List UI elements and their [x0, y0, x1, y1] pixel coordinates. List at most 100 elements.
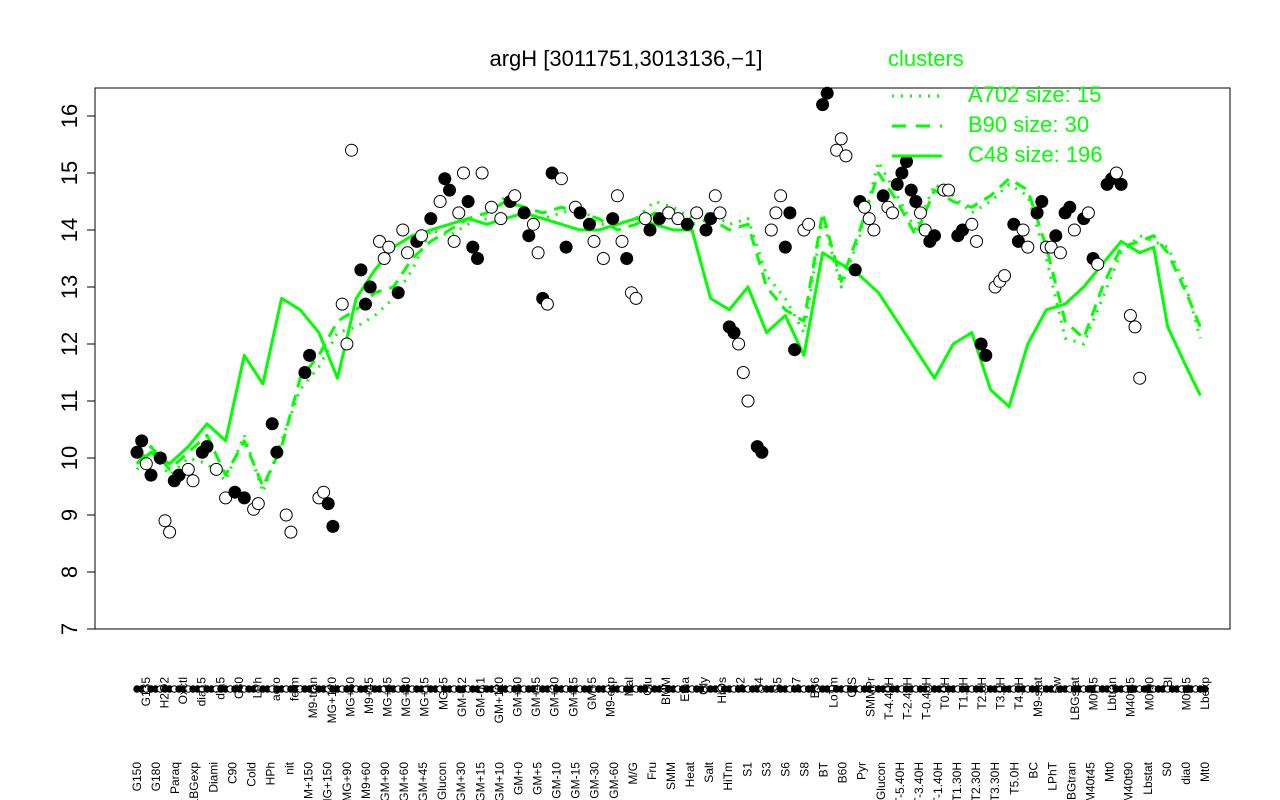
legend: clusters A702 size: 15 B90 size: 30 C48 … [888, 46, 1103, 167]
data-point [461, 195, 475, 208]
data-point [979, 348, 993, 362]
x-tick-label: GM+150 [302, 762, 316, 800]
x-tick-label: Bl [1161, 677, 1175, 688]
y-tick-label: 9 [57, 509, 82, 521]
data-point [942, 183, 955, 197]
x-tick-label: Fru [645, 762, 659, 780]
data-point [587, 234, 601, 248]
x-tick-label: MG+90 [340, 762, 354, 800]
x-tick-label: Heat [683, 761, 697, 787]
legend-entry-c48: C48 size: 196 [968, 142, 1103, 167]
data-point [181, 462, 195, 476]
x-tick-label: GM+0 [511, 762, 525, 795]
data-point [475, 166, 489, 180]
x-tick-label: T-0.40H [919, 677, 933, 720]
data-point [778, 240, 792, 254]
x-tick-label: S6 [778, 762, 792, 777]
data-point [279, 508, 293, 522]
data-point [209, 462, 223, 476]
x-axis-labels: G150 G180 Paraq LBGexp Diami C90 Cold HPh nit GM+… [130, 676, 1212, 800]
x-tick-label: H2O2 [158, 677, 172, 709]
x-tick-label: T2.30H [969, 762, 983, 800]
x-tick-label: GM-30 [588, 762, 602, 799]
data-point [662, 206, 676, 220]
x-tick-label: LBGexp [187, 762, 201, 800]
x-tick-label: nit [283, 761, 297, 774]
x-tick-label: MG+120 [325, 677, 339, 724]
x-tick-label: T3.0H [994, 677, 1008, 710]
data-point [321, 497, 335, 511]
data-point [438, 172, 452, 186]
x-tick-label: M40t90 [1122, 762, 1136, 800]
x-tick-label: Salt [702, 761, 716, 782]
y-tick-label: 7 [57, 623, 82, 635]
x-tick-label: G150 [130, 762, 144, 792]
data-point [526, 217, 540, 231]
data-point [741, 394, 755, 408]
data-point [732, 337, 746, 351]
x-tick-label: T0.0H [938, 677, 952, 710]
x-tick-label: BT [817, 761, 831, 777]
x-tick-label: GM+5 [531, 762, 545, 795]
data-point [736, 366, 750, 379]
data-point [172, 468, 186, 482]
x-tick-label: C30 [232, 677, 246, 699]
data-point [484, 200, 498, 214]
x-tick-label: GM-10 [550, 762, 564, 799]
data-point [1016, 223, 1030, 237]
data-point [354, 263, 368, 277]
x-tick-label: MG+150 [321, 762, 335, 800]
data-point [1067, 223, 1081, 237]
x-tick-label: dia15 [195, 677, 209, 707]
data-point [620, 252, 634, 265]
data-point [699, 223, 713, 237]
data-point [186, 474, 200, 488]
data-point [783, 206, 797, 220]
x-tick-label: Etha [678, 677, 692, 702]
x-tick-label: M0t45 [1179, 677, 1193, 711]
x-tick-label: MG+5 [436, 677, 450, 710]
x-tick-label: T-1.40H [931, 762, 945, 800]
data-point [130, 445, 144, 459]
x-tick-label: MG+60 [343, 677, 357, 717]
x-tick-label: Mt0 [1198, 762, 1212, 782]
data-point [265, 417, 279, 431]
data-point [340, 337, 354, 351]
data-point [494, 212, 508, 226]
x-tick-label: Glucon [874, 762, 888, 800]
data-point [788, 343, 802, 357]
x-tick-label: T1.0H [956, 677, 970, 710]
legend-entry-a702: A702 size: 15 [968, 82, 1101, 107]
x-tick-label: B36 [808, 677, 822, 699]
x-tick-label: GM+5 [585, 677, 599, 710]
x-tick-label: SMM [664, 762, 678, 790]
x-tick-label: LPh [250, 677, 264, 698]
x-tick-label: S8 [798, 762, 812, 777]
data-point [769, 206, 783, 220]
data-point [317, 485, 331, 499]
x-tick-label: Lbtran [1105, 677, 1119, 711]
x-tick-label: GM+45 [529, 677, 543, 717]
data-point [443, 183, 456, 197]
data-point [298, 366, 312, 379]
x-tick-label: T4.0H [1012, 677, 1026, 710]
data-point [401, 246, 414, 260]
x-tick-label: G135 [139, 677, 153, 707]
x-tick-label: T5.0H [1007, 762, 1021, 795]
y-tick-label: 14 [57, 218, 82, 242]
data-point [517, 206, 531, 220]
data-point [582, 217, 596, 231]
data-point [802, 217, 816, 231]
data-point [1123, 309, 1137, 322]
data-point [139, 457, 153, 471]
data-point [904, 183, 918, 197]
data-point [704, 212, 718, 226]
x-tick-label: M0t45 [1087, 677, 1101, 711]
data-point [335, 297, 349, 311]
y-tick-label: 12 [57, 332, 82, 356]
x-tick-label: G/S [845, 677, 859, 698]
x-tick-label: Lbexp [1198, 677, 1212, 710]
data-point [135, 434, 149, 448]
data-point [1044, 240, 1058, 254]
x-tick-label: GM+10 [492, 762, 506, 800]
